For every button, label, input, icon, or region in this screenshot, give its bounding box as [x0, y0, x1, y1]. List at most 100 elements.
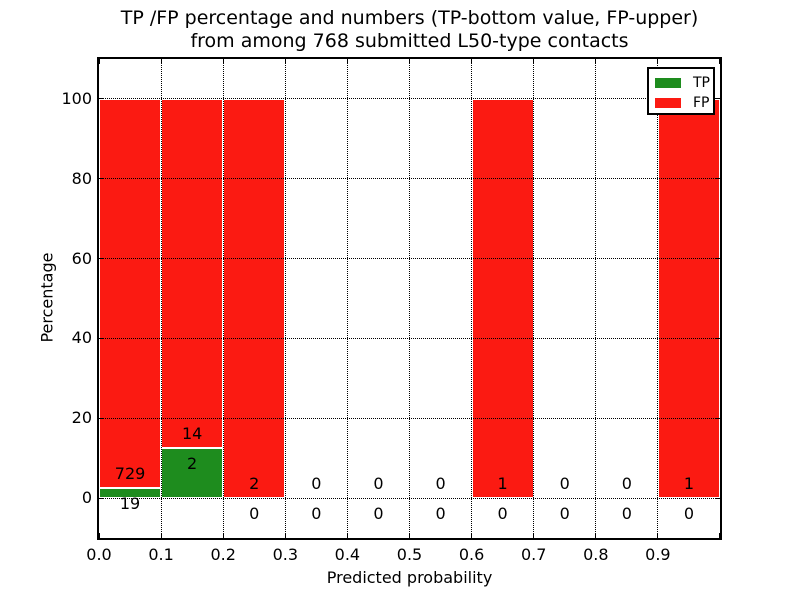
gridline-horizontal: [99, 337, 720, 339]
gridline-vertical: [346, 59, 348, 538]
x-tick-mark: [595, 59, 597, 64]
x-tick-label: 0.5: [396, 545, 423, 564]
tp-count-label: 0: [683, 504, 695, 524]
gridline-vertical: [284, 59, 286, 538]
gridline-horizontal: [99, 497, 720, 499]
gridline-vertical: [533, 59, 535, 538]
y-tick-mark: [99, 497, 104, 499]
x-tick-mark: [99, 59, 100, 64]
tp-count-label: 0: [621, 504, 632, 524]
legend-entry: TP: [655, 73, 713, 93]
fp-count-label: 0: [311, 474, 322, 494]
x-tick-mark: [284, 59, 286, 64]
x-tick-mark: [533, 59, 535, 64]
x-tick-mark: [160, 533, 162, 538]
x-tick-label: 0.7: [520, 545, 547, 564]
x-tick-label: 0.3: [272, 545, 299, 564]
gridline-vertical: [471, 59, 473, 538]
y-tick-label: 0: [81, 488, 92, 508]
fp-count-label: 14: [181, 424, 203, 444]
fp-bar: [99, 98, 162, 488]
legend: TP FP: [647, 67, 715, 115]
x-tick-label: 0.9: [645, 545, 671, 564]
fp-count-label: 0: [435, 474, 446, 494]
x-tick-mark: [409, 59, 410, 64]
tp-count-label: 0: [249, 504, 260, 524]
y-tick-mark: [99, 98, 104, 100]
fp-bar: [161, 98, 224, 449]
tp-bar: [161, 448, 224, 499]
fp-bar: [657, 98, 720, 499]
fp-bar: [223, 98, 286, 499]
x-tick-label: 0.2: [210, 545, 236, 564]
x-tick-mark: [595, 533, 597, 538]
legend-label: TP: [693, 75, 710, 91]
gridline-horizontal: [99, 98, 720, 100]
chart-title: TP /FP percentage and numbers (TP-bottom…: [99, 7, 720, 53]
y-tick-mark: [99, 337, 104, 339]
legend-color-patch: [655, 98, 681, 108]
y-tick-mark: [715, 417, 720, 419]
y-tick-mark: [99, 417, 104, 419]
x-tick-mark: [657, 533, 659, 538]
y-tick-mark: [715, 497, 720, 499]
gridline-vertical: [222, 59, 224, 538]
fp-count-label: 2: [249, 474, 260, 494]
y-tick-label: 80: [71, 168, 92, 188]
legend-entry: FP: [655, 93, 713, 113]
y-tick-mark: [99, 178, 104, 180]
x-tick-mark: [222, 59, 224, 64]
fp-count-label: 0: [621, 474, 632, 494]
chart-title-line1: TP /FP percentage and numbers (TP-bottom…: [120, 7, 699, 29]
x-tick-mark: [657, 59, 659, 64]
gridline-horizontal: [99, 417, 720, 419]
legend-color-patch: [655, 78, 681, 88]
fp-count-label: 0: [559, 474, 570, 494]
x-tick-mark: [284, 533, 286, 538]
x-tick-mark: [719, 59, 720, 64]
x-tick-mark: [346, 59, 348, 64]
x-tick-mark: [719, 533, 720, 538]
fp-count-label: 0: [373, 474, 384, 494]
y-tick-mark: [99, 258, 104, 260]
gridline-vertical: [657, 59, 659, 538]
x-tick-mark: [471, 533, 473, 538]
x-tick-label: 0.1: [148, 545, 174, 564]
x-tick-mark: [160, 59, 162, 64]
x-tick-mark: [222, 533, 224, 538]
x-tick-label: 0.0: [86, 545, 112, 564]
tp-count-label: 0: [311, 504, 322, 524]
y-axis-label: Percentage: [37, 252, 57, 343]
y-tick-label: 100: [61, 88, 92, 108]
fp-count-label: 729: [114, 463, 146, 483]
fp-bar: [471, 98, 534, 499]
x-tick-label: 0.4: [334, 545, 361, 564]
y-tick-mark: [715, 98, 720, 100]
gridline-horizontal: [99, 178, 720, 180]
y-tick-label: 40: [71, 328, 92, 348]
y-tick-mark: [715, 258, 720, 260]
y-tick-label: 20: [71, 408, 92, 428]
tp-count-label: 0: [559, 504, 570, 524]
x-tick-label: 0.6: [458, 545, 485, 564]
legend-label: FP: [693, 95, 710, 111]
gridline-vertical: [595, 59, 597, 538]
x-tick-mark: [99, 533, 100, 538]
x-tick-label: 0.8: [583, 545, 609, 564]
tp-count-label: 19: [119, 493, 141, 513]
tp-bar: [99, 487, 162, 499]
chart-title-line2: from among 768 submitted L50-type contac…: [190, 30, 629, 52]
gridline-vertical: [160, 59, 162, 538]
gridline-vertical: [409, 59, 410, 538]
x-axis-label: Predicted probability: [326, 568, 493, 587]
x-tick-mark: [346, 533, 348, 538]
x-tick-mark: [533, 533, 535, 538]
x-tick-mark: [471, 59, 473, 64]
fp-count-label: 1: [683, 474, 695, 494]
tp-count-label: 0: [373, 504, 384, 524]
fp-count-label: 1: [497, 474, 508, 494]
tp-count-label: 2: [187, 454, 198, 474]
gridline-horizontal: [99, 258, 720, 260]
y-tick-mark: [715, 178, 720, 180]
